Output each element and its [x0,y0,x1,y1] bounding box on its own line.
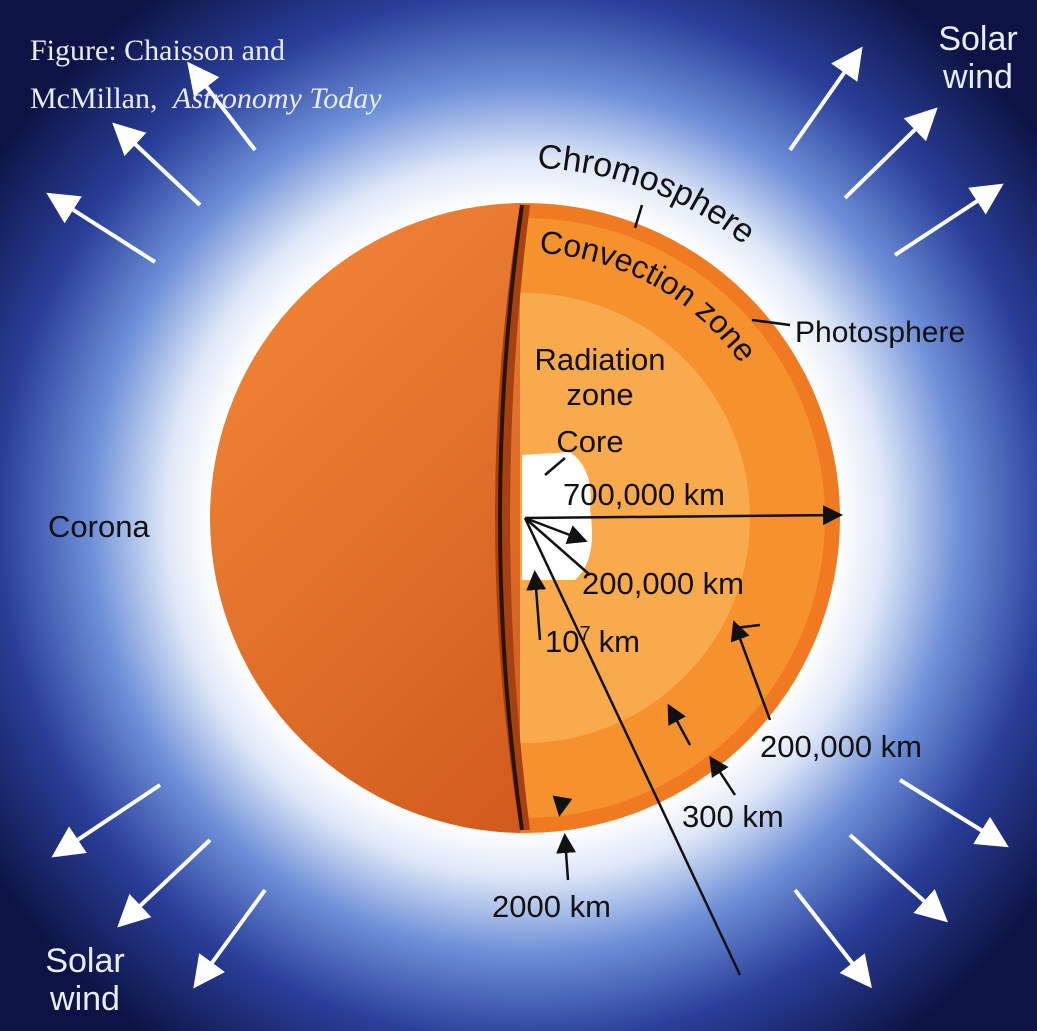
dimension-lines [523,204,843,976]
credit-line2: McMillan, Astronomy Today [30,82,382,115]
radiation-zone-label: zone [566,377,633,412]
solar-wind-label: Solar [938,20,1017,58]
dimension-label: 300 km [682,799,784,834]
credit-line1: Figure: Chaisson and [30,34,285,67]
exponent-base: 10 [545,624,579,659]
corona-label: Corona [48,509,150,544]
solar-wind-label: wind [942,58,1013,96]
dimension-label: 700,000 km [563,477,725,512]
photosphere-label: Photosphere [795,316,965,349]
dimension-label: 200,000 km [760,729,922,764]
solar-wind-arrows [46,46,1009,989]
dimension-label: 107 km [545,623,640,659]
dimension-label: 200,000 km [582,566,744,601]
radiation-zone-label: Radiation [535,342,666,377]
credit-authors: McMillan, [30,82,158,115]
solar-wind-label: wind [49,980,120,1018]
unit: km [599,624,640,659]
solar-wind-label: Solar [45,942,124,980]
exponent: 7 [579,623,590,645]
credit-book: Astronomy Today [171,82,382,115]
core-label: Core [556,424,623,459]
dimension-label: 2000 km [492,889,611,924]
